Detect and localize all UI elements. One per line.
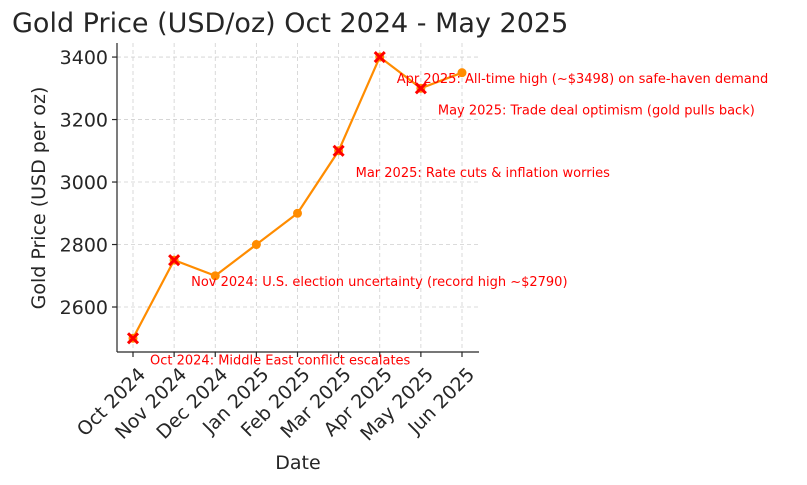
annotation: Mar 2025: Rate cuts & inflation worries <box>356 166 611 181</box>
y-tick-label: 2600 <box>60 297 108 319</box>
point <box>457 68 467 78</box>
highlight-marker <box>373 50 386 64</box>
x-axis-label: Date <box>275 452 320 474</box>
highlight-marker <box>126 332 140 345</box>
y-tick-label: 3400 <box>60 47 108 69</box>
y-axis-label: Gold Price (USD per oz) <box>28 87 50 310</box>
y-tick-label: 3200 <box>60 110 108 132</box>
point <box>293 208 302 218</box>
highlight-marker <box>332 144 345 157</box>
chart-title: Gold Price (USD/oz) Oct 2024 - May 2025 <box>12 8 568 39</box>
y-tick-label: 3000 <box>60 172 108 194</box>
highlight-marker <box>414 82 427 95</box>
annotation: Apr 2025: All-time high (~$3498) on safe… <box>397 72 769 87</box>
point <box>210 271 220 281</box>
highlight-marker <box>168 254 181 267</box>
annotation: Oct 2024: Middle East conflict escalates <box>150 353 411 368</box>
point <box>251 240 261 250</box>
annotation: Nov 2024: U.S. election uncertainty (rec… <box>191 275 567 290</box>
annotation: May 2025: Trade deal optimism (gold pull… <box>438 103 755 118</box>
y-tick-label: 2800 <box>60 235 108 257</box>
